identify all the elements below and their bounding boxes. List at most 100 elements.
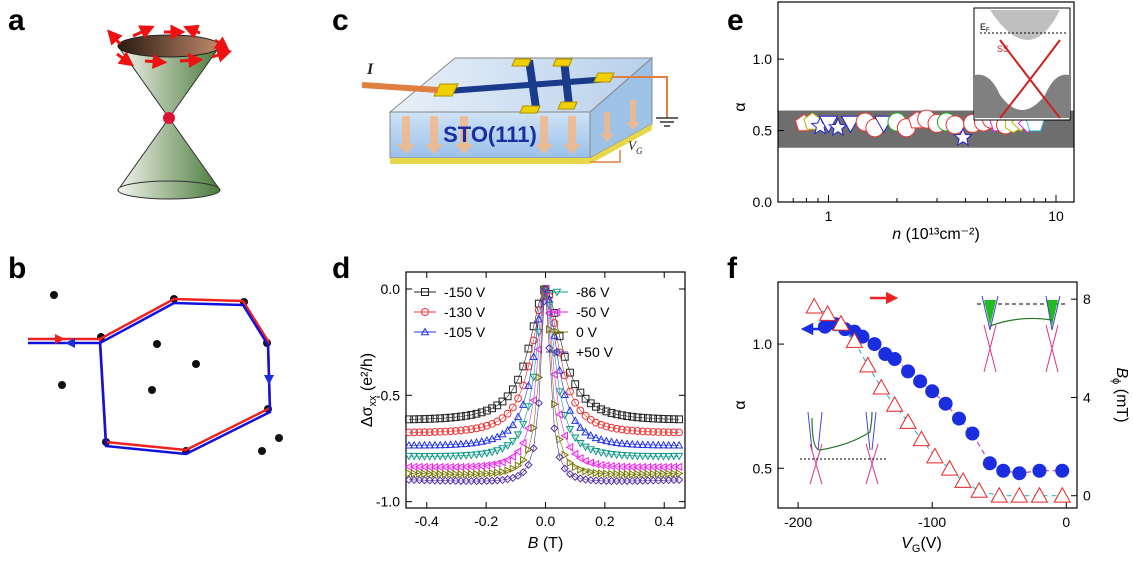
data-point [404, 475, 414, 484]
data-point [655, 469, 663, 479]
data-point [608, 469, 616, 479]
data-point [970, 481, 988, 498]
series-5 [405, 284, 684, 479]
data-point [649, 414, 657, 423]
data-point [420, 476, 429, 485]
data-point [872, 378, 891, 395]
data-point [581, 456, 589, 466]
legend: -150 V -130 V -105 V -86 V -50 V 0 V +50 V [414, 284, 614, 360]
data-point [477, 437, 486, 445]
data-point [575, 453, 584, 463]
data-point [996, 463, 1011, 478]
data-point [404, 440, 414, 449]
series-3 [404, 285, 684, 461]
data-point [629, 469, 637, 479]
data-point [494, 468, 502, 477]
data-point [462, 425, 471, 434]
data-point [436, 476, 445, 485]
data-point [415, 415, 424, 424]
current-label: I [366, 61, 374, 78]
data-point [435, 452, 445, 461]
data-point [467, 410, 476, 419]
data-point [654, 414, 663, 423]
data-point [628, 439, 637, 448]
data-point [648, 440, 658, 449]
data-point [499, 467, 507, 477]
data-point [535, 373, 544, 382]
substrate-label: STO(111) [443, 122, 537, 147]
red-path [28, 297, 272, 452]
panel-label-e: e [727, 4, 744, 37]
data-point [529, 322, 538, 331]
data-point [840, 115, 861, 134]
data-point [477, 450, 486, 459]
data-point [492, 459, 501, 468]
panel-label-c: c [332, 4, 349, 37]
data-point [513, 447, 522, 456]
data-point [498, 445, 507, 453]
data-point [669, 415, 678, 424]
data-point [420, 428, 429, 437]
data-point [664, 415, 673, 423]
data-point [482, 435, 492, 444]
legend-label: -86 V [576, 284, 610, 300]
data-point [498, 397, 507, 406]
current-lead [361, 82, 439, 93]
data-point [623, 426, 632, 435]
data-point [478, 469, 487, 479]
series-1 [805, 297, 1072, 503]
x-tick-label: -100 [918, 514, 946, 530]
y2-tick-label: 4 [1083, 389, 1091, 405]
legend-label: -105 V [444, 324, 486, 340]
legend-marker [553, 327, 562, 337]
data-point [586, 458, 594, 468]
data-point [420, 452, 429, 461]
data-point [461, 439, 471, 447]
data-point [503, 392, 512, 401]
data-point [508, 403, 517, 412]
data-point [643, 414, 652, 423]
y-tick-label: 1.0 [753, 336, 773, 352]
data-point [472, 438, 481, 446]
data-point [409, 440, 419, 449]
data-point [586, 446, 596, 454]
data-point [634, 469, 642, 479]
data-point [404, 452, 414, 461]
data-point [885, 395, 904, 412]
data-point [529, 444, 538, 453]
data-point [581, 427, 590, 436]
series-6 [404, 284, 684, 486]
data-point [828, 117, 848, 137]
data-point [435, 440, 445, 449]
legend-marker [421, 288, 429, 296]
data-point [461, 452, 471, 460]
data-point [654, 440, 663, 449]
legend-marker [552, 307, 561, 317]
data-point [462, 411, 471, 420]
data-point [576, 406, 585, 415]
data-point [602, 436, 611, 445]
data-point [577, 465, 585, 474]
data-point [638, 413, 647, 422]
data-point [644, 469, 653, 479]
data-point [503, 455, 511, 465]
data-point [565, 469, 575, 479]
data-point [482, 406, 491, 415]
data-point [596, 435, 606, 443]
data-point [410, 415, 419, 424]
data-point [633, 427, 642, 435]
data-point [659, 440, 668, 449]
data-point [451, 413, 460, 422]
data-point [622, 452, 632, 460]
data-point [938, 396, 953, 411]
field-arrows [397, 100, 640, 154]
data-point [514, 461, 523, 470]
data-point [456, 452, 466, 461]
data-point [565, 425, 575, 434]
y-tick-label: 0.0 [381, 281, 401, 297]
data-point [425, 414, 434, 423]
data-point [818, 304, 837, 321]
data-point [570, 449, 579, 459]
data-point [591, 476, 601, 485]
data-point [576, 388, 585, 397]
